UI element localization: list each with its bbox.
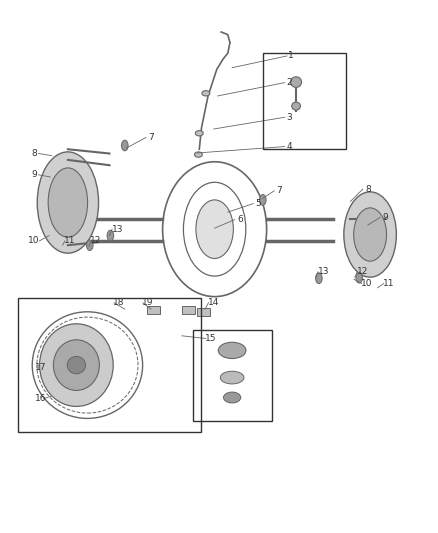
Ellipse shape — [292, 102, 300, 110]
Text: 17: 17 — [35, 364, 46, 372]
Ellipse shape — [202, 91, 210, 96]
Ellipse shape — [53, 340, 99, 390]
Text: 13: 13 — [318, 268, 329, 276]
Text: 2: 2 — [286, 78, 292, 87]
Ellipse shape — [195, 131, 203, 136]
Bar — [263, 53, 346, 149]
Ellipse shape — [356, 272, 362, 283]
Ellipse shape — [220, 371, 244, 384]
Ellipse shape — [196, 200, 233, 259]
Ellipse shape — [344, 192, 396, 277]
Ellipse shape — [290, 77, 301, 87]
Bar — [197, 308, 210, 316]
Text: 9: 9 — [382, 213, 389, 222]
Ellipse shape — [218, 342, 246, 359]
Text: 10: 10 — [28, 237, 40, 245]
Text: 5: 5 — [255, 199, 261, 208]
Ellipse shape — [194, 152, 202, 157]
Text: 14: 14 — [208, 298, 219, 307]
Text: 8: 8 — [31, 149, 37, 158]
Bar — [182, 306, 195, 314]
Text: 3: 3 — [286, 113, 292, 122]
Bar — [147, 306, 160, 314]
Text: 6: 6 — [237, 215, 243, 224]
Text: 11: 11 — [383, 279, 395, 288]
Ellipse shape — [223, 392, 241, 403]
Text: 7: 7 — [276, 187, 283, 195]
Ellipse shape — [67, 357, 85, 374]
Text: 12: 12 — [357, 268, 368, 276]
Text: 16: 16 — [35, 394, 46, 403]
Text: 4: 4 — [286, 142, 292, 151]
Ellipse shape — [259, 195, 266, 205]
Ellipse shape — [48, 168, 88, 237]
Ellipse shape — [354, 208, 387, 261]
Text: 19: 19 — [142, 298, 154, 307]
Text: 12: 12 — [90, 237, 101, 245]
Text: 9: 9 — [31, 171, 37, 179]
Ellipse shape — [39, 324, 113, 406]
Text: 11: 11 — [64, 237, 75, 245]
Ellipse shape — [37, 152, 99, 253]
Text: 15: 15 — [205, 334, 217, 343]
Ellipse shape — [315, 273, 322, 284]
Bar — [18, 298, 201, 432]
Text: 7: 7 — [148, 133, 154, 142]
Text: 8: 8 — [365, 185, 371, 193]
Bar — [193, 330, 272, 421]
Text: 18: 18 — [113, 298, 125, 307]
Text: 13: 13 — [112, 225, 123, 233]
Ellipse shape — [107, 230, 114, 241]
Ellipse shape — [86, 240, 93, 251]
Text: 1: 1 — [288, 52, 294, 60]
Text: 10: 10 — [361, 279, 373, 288]
Ellipse shape — [121, 140, 128, 151]
